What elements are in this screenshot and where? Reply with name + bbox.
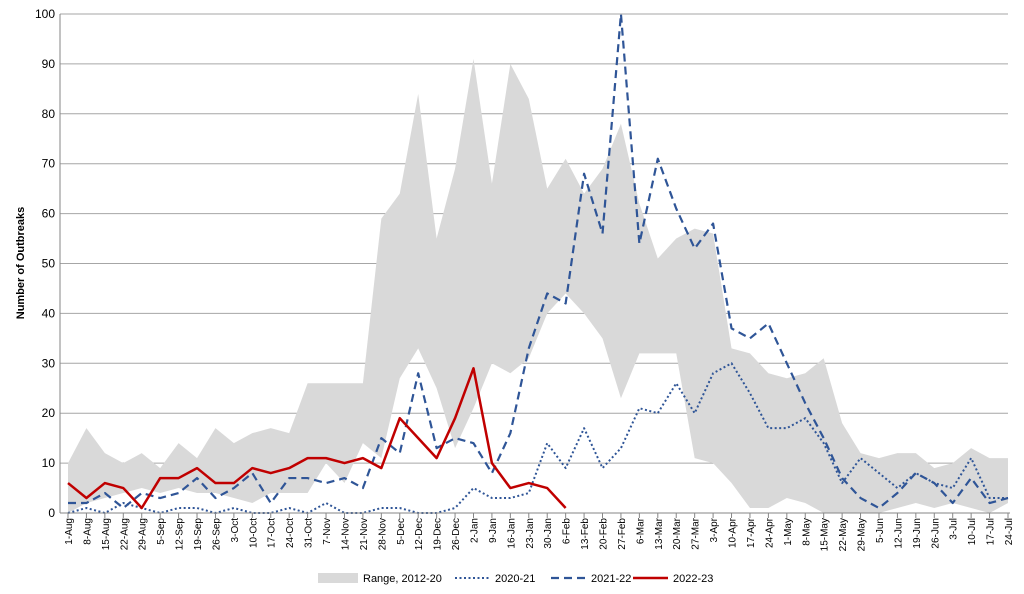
x-tick-label: 24-Oct [285,518,296,548]
x-tick-label: 20-Feb [599,518,610,550]
y-tick-label: 80 [42,107,56,121]
x-tick-label: 6-Mar [635,517,646,544]
x-tick-labels: 1-Aug 8-Aug 15-Aug 22-Aug 29-Aug 5-Sep 12-Sep 1… [64,517,1015,551]
legend-item-range: Range, 2012-20 [318,573,442,585]
x-tick-label: 31-Oct [304,518,315,548]
x-tick-label: 27-Mar [691,517,702,549]
x-tick-label: 5-Jun [875,518,886,543]
series-line-2022-23 [67,367,567,510]
x-tick-label: 16-Jan [506,518,517,549]
range-area [68,58,1008,513]
x-tick-label: 28-Nov [377,518,388,550]
x-tick-label: 15-May [820,518,831,551]
x-tick-label: 15-Aug [101,518,112,550]
y-tick-label: 50 [42,257,56,271]
x-tick-label: 17-Oct [267,518,278,548]
x-tick-label: 3-Oct [230,518,241,543]
y-tick-label: 10 [42,456,56,470]
y-tick-label: 0 [48,506,55,520]
x-tick-label: 22-May [838,518,849,551]
legend-item-2021-22: 2021-22 [551,573,631,585]
x-tick-label: 17-Jul [986,518,997,545]
x-tick-label: 12-Sep [175,518,186,551]
x-tick-label: 21-Nov [359,518,370,550]
x-tick-label: 9-Jan [488,518,499,543]
x-tick-label: 1-Aug [64,518,75,545]
x-tick-label: 10-Oct [248,518,259,548]
y-tick-label: 60 [42,207,56,221]
x-tick-label: 12-Jun [893,518,904,549]
x-tick-label: 30-Jan [543,518,554,549]
x-tick-label: 24-Jul [1004,518,1015,545]
y-tick-label: 30 [42,356,56,370]
y-tick-label: 20 [42,406,56,420]
legend-label: 2022-23 [673,573,713,585]
x-tick-label: 8-May [801,518,812,546]
x-tick-label: 1-May [783,518,794,546]
x-tick-label: 19-Dec [433,518,444,550]
x-tick-label: 26-Jun [930,518,941,549]
x-tick-label: 27-Feb [617,518,628,550]
legend-item-2022-23: 2022-23 [633,573,713,585]
series-line-2021-22 [68,12,1009,510]
x-tick-label: 5-Dec [396,518,407,545]
x-tick-label: 12-Dec [414,518,425,550]
x-tick-label: 10-Jul [967,518,978,545]
legend-label: 2021-22 [591,573,631,585]
axes [59,14,1010,518]
x-tick-label: 8-Aug [82,518,93,545]
x-tick-label: 26-Sep [211,518,222,551]
legend-label: Range, 2012-20 [363,573,442,585]
y-tick-label: 70 [42,157,56,171]
x-tick-label: 13-Feb [580,518,591,550]
y-tick-labels: 0 10 20 30 40 50 60 70 80 90 100 [35,7,55,520]
series-lines [67,12,1009,514]
x-tick-label: 19-Sep [193,518,204,551]
x-tick-label: 24-Apr [764,517,775,548]
x-tick-label: 10-Apr [728,517,739,548]
range-area-polygon [68,58,1008,513]
x-tick-label: 29-May [857,518,868,551]
x-tick-label: 20-Mar [672,517,683,549]
x-tick-label: 17-Apr [746,517,757,548]
y-tick-label: 90 [42,57,56,71]
legend-item-2020-21: 2020-21 [455,573,535,585]
y-tick-label: 100 [35,7,55,21]
y-axis-label: Number of Outbreaks [15,207,27,319]
x-tick-label: 23-Jan [525,518,536,549]
legend: Range, 2012-20 2020-21 2021-22 2022-23 [318,573,713,585]
x-tick-label: 3-Apr [709,517,720,542]
x-tick-label: 22-Aug [119,518,130,550]
series-line-2020-21 [67,362,1008,514]
x-tick-label: 5-Sep [156,518,167,545]
x-tick-label: 3-Jul [949,518,960,540]
x-tick-label: 14-Nov [340,518,351,550]
x-tick-label: 26-Dec [451,518,462,550]
legend-label: 2020-21 [495,573,535,585]
y-tick-label: 40 [42,306,56,320]
x-tick-label: 29-Aug [138,518,149,550]
x-tick-label: 19-Jun [912,518,923,549]
x-tick-label: 6-Feb [562,518,573,545]
x-tick-label: 2-Jan [469,518,480,543]
x-tick-label: 13-Mar [654,517,665,549]
x-tick-label: 7-Nov [322,518,333,545]
legend-swatch [318,573,358,583]
